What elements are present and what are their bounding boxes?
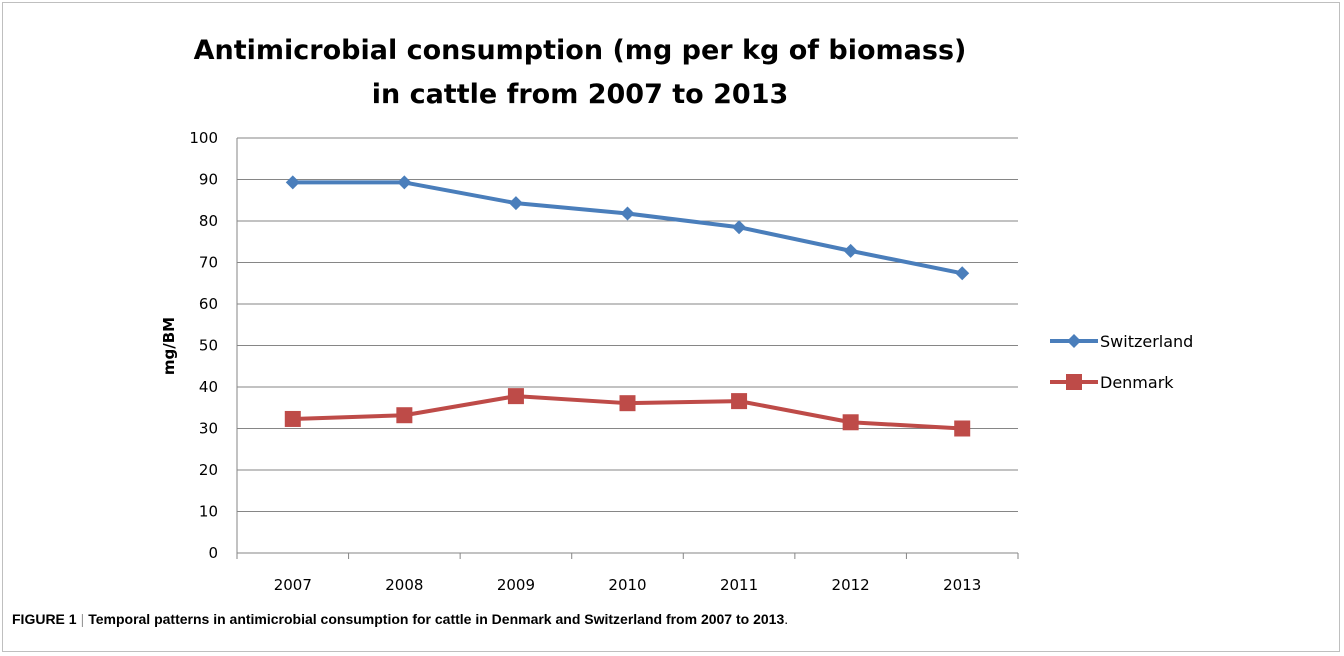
y-tick-90: 90 bbox=[199, 171, 218, 189]
y-tick-30: 30 bbox=[199, 420, 218, 438]
point-denmark-2008 bbox=[396, 407, 413, 424]
caption-label: FIGURE 1 bbox=[12, 611, 77, 627]
y-tick-60: 60 bbox=[199, 295, 218, 313]
point-switzerland-2009 bbox=[508, 196, 523, 211]
y-axis-label: mg/BM bbox=[160, 317, 178, 375]
point-switzerland-2010 bbox=[620, 206, 635, 221]
x-tick-labels: 2007 2008 2009 2010 2011 2012 2013 bbox=[274, 576, 982, 594]
y-tick-100: 100 bbox=[189, 129, 218, 147]
chart-title-line-2: in cattle from 2007 to 2013 bbox=[372, 79, 789, 110]
point-switzerland-2012 bbox=[843, 243, 858, 258]
point-switzerland-2007 bbox=[285, 175, 300, 190]
x-tick-2007: 2007 bbox=[274, 576, 312, 594]
y-tick-70: 70 bbox=[199, 254, 218, 272]
series-line-switzerland bbox=[292, 180, 963, 276]
legend-label-denmark: Denmark bbox=[1100, 373, 1174, 392]
point-switzerland-2008 bbox=[397, 175, 412, 190]
y-tick-80: 80 bbox=[199, 212, 218, 230]
legend-marker-denmark bbox=[1066, 374, 1082, 390]
x-tick-2010: 2010 bbox=[608, 576, 646, 594]
caption-separator: | bbox=[80, 611, 85, 627]
x-tick-2013: 2013 bbox=[943, 576, 981, 594]
caption-text: Temporal patterns in antimicrobial consu… bbox=[88, 611, 785, 627]
x-tick-2008: 2008 bbox=[385, 576, 423, 594]
y-tick-50: 50 bbox=[199, 337, 218, 355]
point-denmark-2012 bbox=[842, 414, 859, 431]
series-group bbox=[284, 175, 971, 437]
chart-title-line-1: Antimicrobial consumption (mg per kg of … bbox=[194, 35, 967, 66]
legend: Switzerland Denmark bbox=[1050, 332, 1193, 392]
x-tick-2011: 2011 bbox=[720, 576, 758, 594]
x-tick-2009: 2009 bbox=[497, 576, 535, 594]
y-tick-40: 40 bbox=[199, 378, 218, 396]
point-denmark-2011 bbox=[731, 393, 748, 410]
y-tick-labels: 0 10 20 30 40 50 60 70 80 90 100 bbox=[189, 129, 218, 562]
figure-caption: FIGURE 1 | Temporal patterns in antimicrob… bbox=[12, 611, 788, 627]
point-switzerland-2011 bbox=[732, 220, 747, 235]
legend-marker-switzerland bbox=[1067, 334, 1081, 348]
point-denmark-2007 bbox=[284, 410, 301, 427]
point-denmark-2009 bbox=[507, 388, 524, 405]
point-denmark-2010 bbox=[619, 395, 636, 412]
x-tick-2012: 2012 bbox=[832, 576, 870, 594]
caption-end: . bbox=[784, 611, 789, 627]
y-tick-10: 10 bbox=[199, 503, 218, 521]
y-tick-0: 0 bbox=[208, 544, 218, 562]
point-denmark-2013 bbox=[954, 420, 971, 437]
legend-label-switzerland: Switzerland bbox=[1100, 332, 1193, 351]
gridlines bbox=[236, 137, 1019, 559]
point-switzerland-2013 bbox=[955, 266, 970, 281]
y-tick-20: 20 bbox=[199, 461, 218, 479]
